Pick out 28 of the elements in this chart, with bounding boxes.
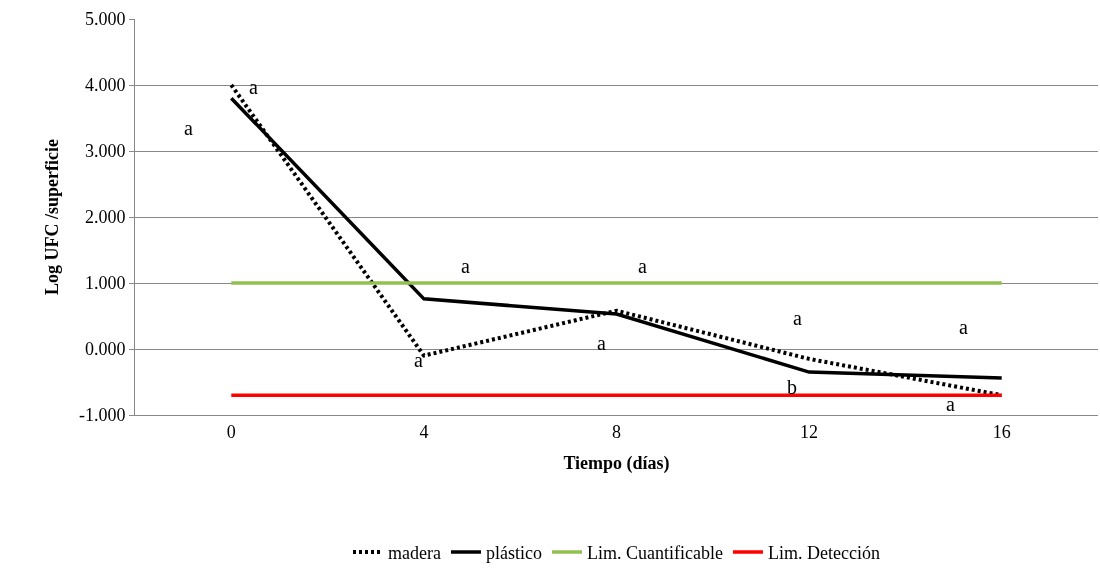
legend-label: Lim. Cuantificable <box>586 543 723 564</box>
annotation: b <box>787 376 797 398</box>
legend-label: plástico <box>485 543 542 564</box>
y-tick-label: 3.000 <box>84 141 126 162</box>
annotation: a <box>597 332 606 354</box>
y-tick-label: 4.000 <box>84 75 126 96</box>
legend-label: madera <box>388 543 441 564</box>
y-tick-label: -1.000 <box>78 405 126 426</box>
x-tick-label: 8 <box>612 421 621 442</box>
y-tick-label: 5.000 <box>84 9 126 30</box>
annotation: a <box>959 316 968 338</box>
annotation: a <box>414 349 423 371</box>
legend-label: Lim. Detección <box>767 543 880 564</box>
x-tick-label: 4 <box>419 421 429 442</box>
annotation: a <box>946 393 955 415</box>
annotation: a <box>793 307 802 329</box>
annotation: a <box>638 255 647 277</box>
annotation: a <box>461 255 470 277</box>
y-axis-title: Log UFC /superficie <box>42 139 63 295</box>
y-tick-label: 2.000 <box>84 207 126 228</box>
annotation: a <box>249 76 258 98</box>
x-axis-title: Tiempo (días) <box>563 452 670 474</box>
annotation: a <box>184 117 193 139</box>
x-tick-label: 16 <box>992 421 1011 442</box>
y-tick-label: 0.000 <box>84 339 126 360</box>
y-tick-label: 1.000 <box>84 273 126 294</box>
x-tick-label: 0 <box>226 421 236 442</box>
x-tick-label: 12 <box>800 421 819 442</box>
